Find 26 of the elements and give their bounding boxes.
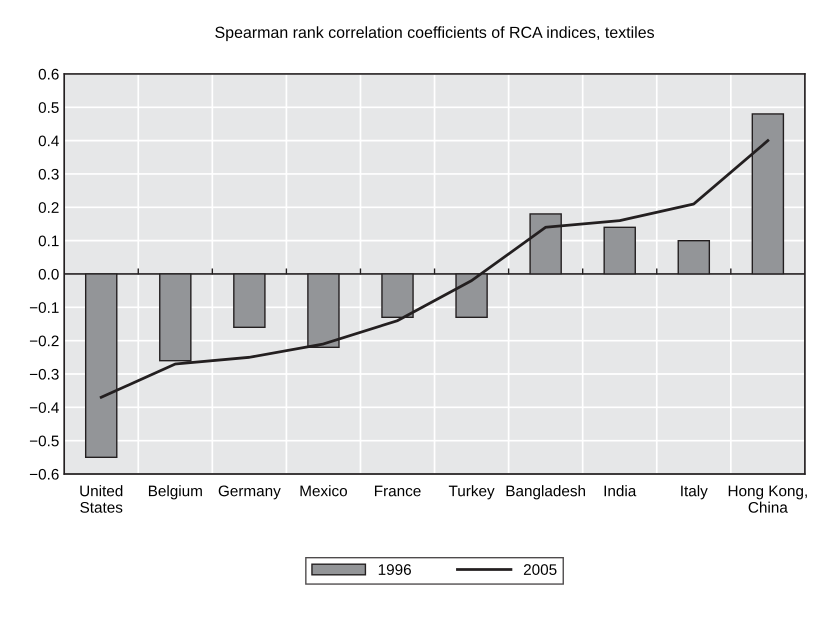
y-tick-label: 0.1 <box>38 236 59 246</box>
y-tick-label: 0.2 <box>38 202 59 213</box>
y-tick-label: −0.2 <box>30 336 59 346</box>
x-tick-label: Italy <box>681 485 708 500</box>
y-tick-label: −0.5 <box>30 436 59 446</box>
x-tick-label: United States <box>80 485 122 513</box>
y-tick-label: −0.6 <box>30 468 59 480</box>
x-tick-label: France <box>374 486 421 496</box>
y-tick-label: 0.4 <box>38 135 59 146</box>
legend-label: 1996 <box>378 564 411 575</box>
y-tick-label: −0.3 <box>30 368 59 380</box>
y-tick-label: 0.3 <box>38 168 59 180</box>
x-tick-label: Turkey <box>448 485 495 500</box>
x-tick-label: Hong Kong, China <box>728 486 807 513</box>
y-tick-label: 0.5 <box>38 102 59 113</box>
x-tick-label: India <box>604 485 636 496</box>
y-tick-label: 0.6 <box>38 68 59 80</box>
chart-title: Spearman rank correlation coefficients of RCA indices, textiles <box>215 26 654 42</box>
x-tick-label: Germany <box>218 486 281 500</box>
y-tick-label: −0.1 <box>30 302 59 313</box>
x-tick-label: Mexico <box>300 485 347 496</box>
y-tick-label: 0.0 <box>38 268 59 280</box>
y-tick-label: −0.4 <box>30 402 59 414</box>
legend-label: 2005 <box>524 564 556 575</box>
x-tick-label: Bangladesh <box>506 485 586 500</box>
x-tick-label: Belgium <box>148 485 202 500</box>
